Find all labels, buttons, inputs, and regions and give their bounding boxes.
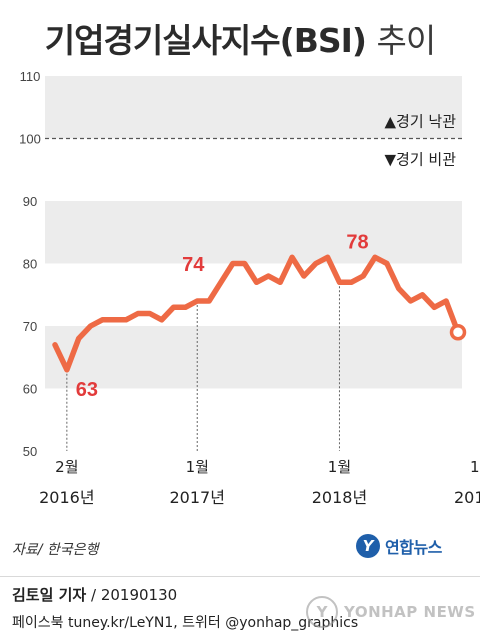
data-point [361, 274, 365, 278]
reference-label-pessimistic: ▼경기 비관 [384, 151, 456, 169]
chart-title-main: 기업경기실사지수(BSI) [44, 21, 367, 60]
x-tick-year: 2017년 [170, 488, 225, 507]
y-tick-label: 70 [23, 319, 37, 334]
data-point [373, 256, 377, 259]
watermark-icon: Y [306, 596, 338, 628]
data-point [409, 299, 412, 303]
data-point [77, 337, 80, 340]
data-point [172, 306, 175, 309]
data-point [136, 312, 140, 315]
data-point [124, 318, 128, 321]
byline-date: / 20190130 [91, 586, 178, 604]
data-point [290, 256, 294, 259]
data-point [160, 318, 163, 321]
data-point [89, 324, 92, 328]
chart-title: 기업경기실사지수(BSI) 추이 [0, 14, 480, 62]
data-point [113, 318, 116, 321]
x-tick-year: 2016년 [39, 488, 94, 507]
yonhap-logo-text: 연합뉴스 [385, 538, 442, 557]
data-point [279, 281, 282, 284]
data-point [314, 262, 317, 265]
y-tick-label: 50 [23, 444, 37, 459]
value-label: 63 [76, 379, 98, 401]
y-tick-label: 110 [20, 69, 41, 84]
data-point [350, 281, 353, 284]
watermark: Y YONHAP NEWS [306, 596, 476, 628]
data-point [243, 262, 246, 265]
x-tick-year: 2018년 [312, 488, 367, 507]
x-tick-month: 1월 [328, 458, 351, 476]
x-tick-month: 1월 [186, 458, 209, 476]
data-point [421, 293, 424, 296]
footer-divider [0, 576, 480, 577]
value-label: 78 [346, 231, 368, 253]
value-label: 69 [455, 0, 477, 5]
data-point [326, 256, 329, 259]
data-point [397, 287, 400, 290]
data-point [338, 281, 341, 284]
watermark-text: YONHAP NEWS [344, 603, 476, 621]
data-point [231, 262, 234, 265]
yonhap-logo-icon: Y [356, 534, 380, 558]
grid-band-0 [45, 76, 462, 139]
line-chart: ▲경기 낙관 ▼경기 비관 50 60 70 80 90 100 110 63 74 78 69 2월 20… [19, 0, 480, 507]
x-tick-month: 2월 [55, 458, 78, 476]
data-point [219, 281, 223, 284]
data-point [255, 281, 258, 284]
y-tick-label: 60 [23, 382, 37, 397]
source-note: 자료/ 한국은행 [12, 542, 99, 558]
x-tick-month: 1월 [470, 458, 480, 476]
data-point [148, 312, 152, 315]
data-point [302, 274, 306, 278]
data-point [65, 368, 69, 371]
social-links: 페이스북 tuney.kr/LeYN1, 트위터 @yonhap_graphic… [12, 615, 359, 631]
data-point [53, 343, 57, 346]
y-tick-label: 100 [19, 132, 41, 147]
byline: 김토일 기자 / 20190130 [12, 584, 177, 605]
y-tick-label: 80 [23, 257, 37, 272]
reference-label-optimistic: ▲경기 낙관 [384, 113, 456, 131]
value-label: 74 [182, 254, 205, 276]
data-point [101, 318, 104, 321]
yonhap-logo: Y 연합뉴스 [356, 534, 442, 558]
data-point [433, 306, 436, 309]
y-tick-label: 90 [23, 194, 37, 209]
grid-band-2 [45, 326, 462, 389]
data-point [267, 274, 270, 278]
chart-title-sub: 추이 [376, 21, 437, 60]
data-point [444, 299, 448, 303]
data-point [184, 306, 187, 309]
end-point-marker [449, 324, 467, 341]
byline-name: 김토일 기자 [12, 586, 87, 604]
data-point [196, 299, 199, 303]
grid-band-1 [45, 201, 462, 264]
data-point [385, 262, 389, 265]
x-tick-year: 2019년 [454, 488, 480, 507]
data-point [207, 299, 211, 303]
